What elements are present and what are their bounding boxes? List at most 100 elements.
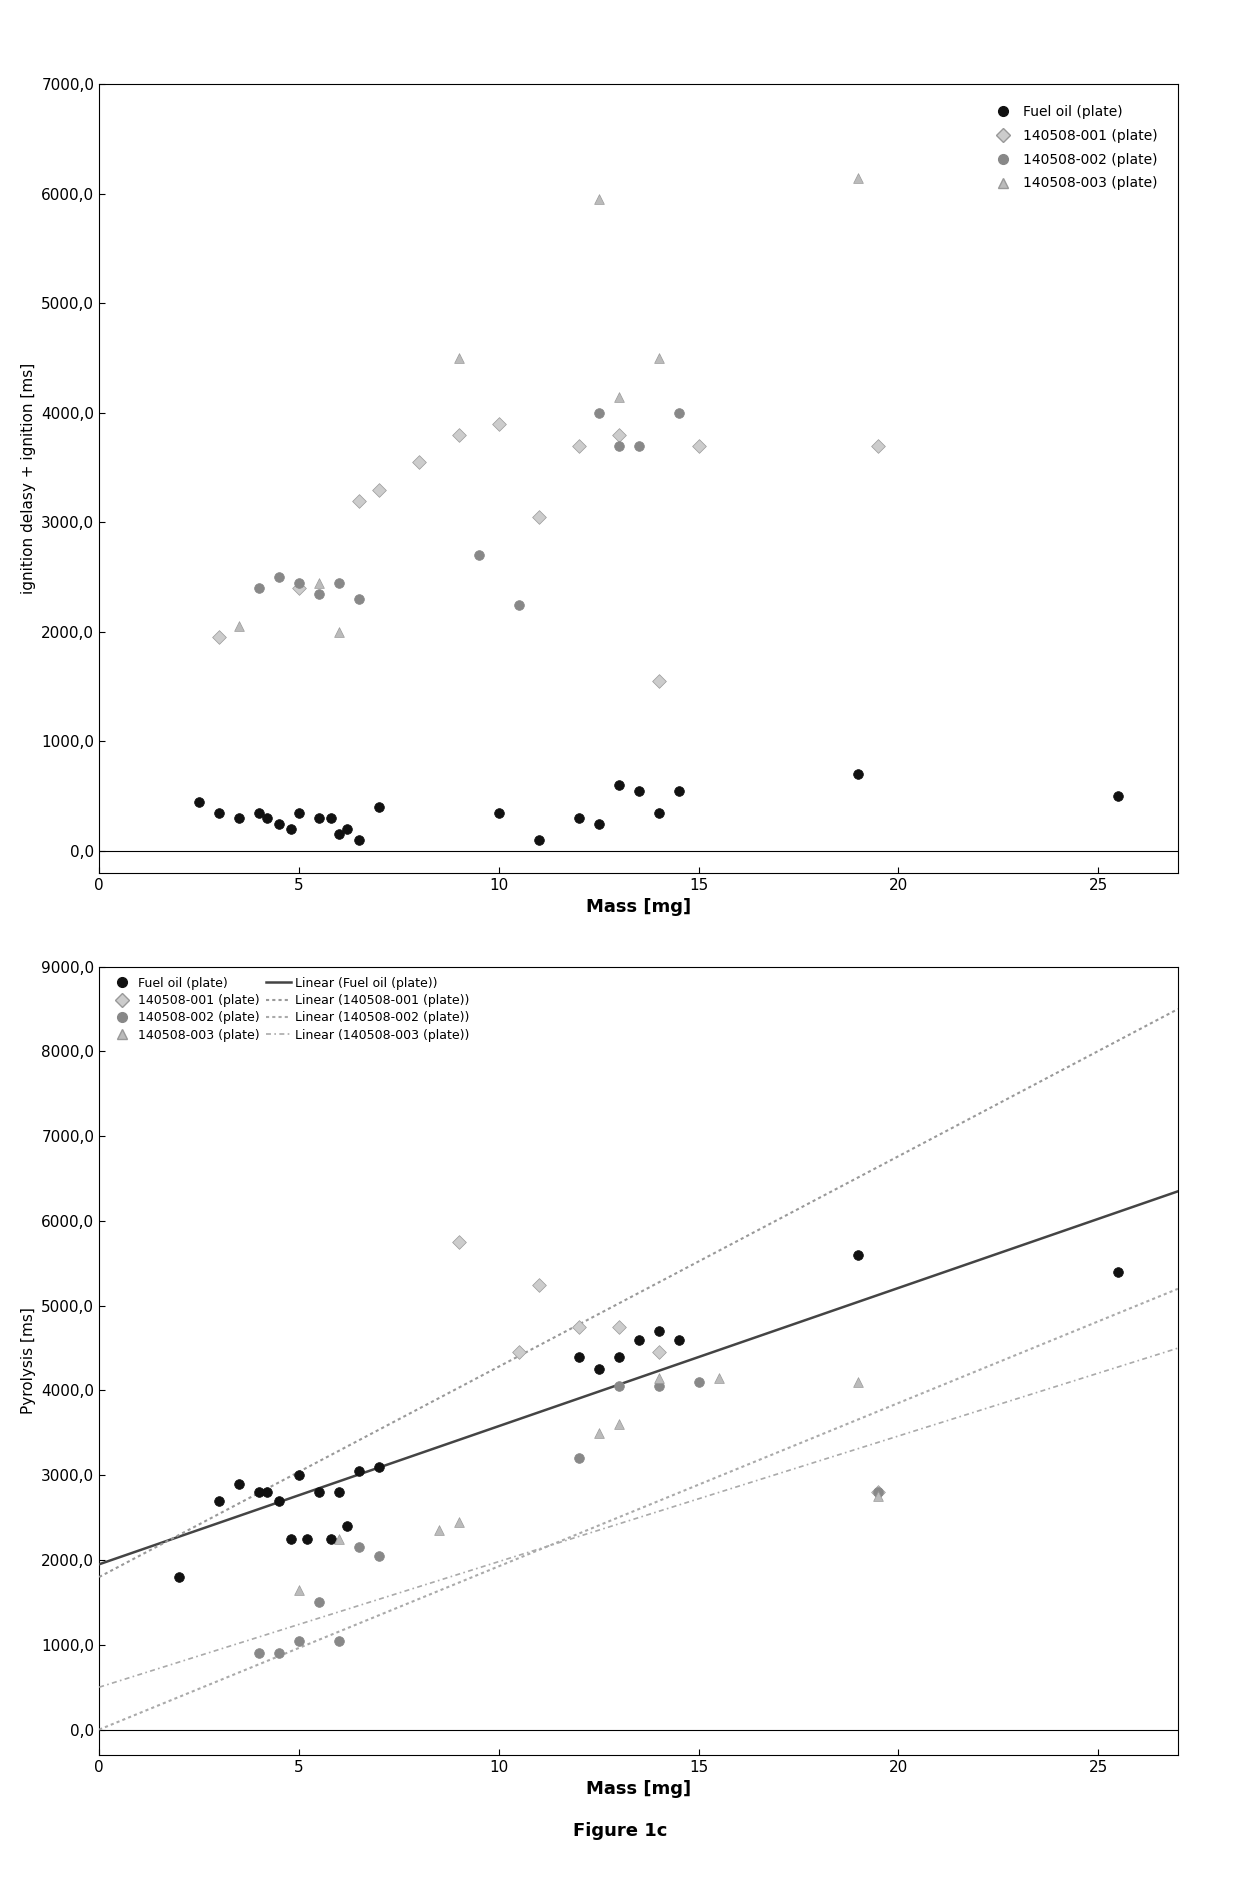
Point	[449, 343, 469, 374]
Point	[370, 1541, 389, 1571]
Point	[589, 1355, 609, 1385]
Point	[1109, 781, 1128, 811]
X-axis label: Mass [mg]: Mass [mg]	[587, 899, 691, 916]
Y-axis label: ignition delasy + ignition [ms]: ignition delasy + ignition [ms]	[21, 362, 36, 595]
Point	[569, 432, 589, 462]
Point	[528, 824, 548, 854]
Point	[348, 486, 368, 516]
Point	[210, 623, 229, 653]
Point	[337, 815, 357, 845]
Point	[269, 561, 289, 591]
Point	[210, 1487, 229, 1517]
Point	[321, 803, 341, 833]
Point	[848, 1241, 868, 1271]
Text: Figure 1c: Figure 1c	[573, 1823, 667, 1839]
Point	[309, 578, 329, 608]
Point	[289, 798, 309, 828]
Point	[348, 1457, 368, 1487]
Point	[249, 572, 269, 603]
Point	[649, 1336, 668, 1366]
Point	[289, 1575, 309, 1605]
Point	[589, 398, 609, 428]
Point	[329, 618, 348, 648]
Point	[370, 475, 389, 505]
Point	[337, 1511, 357, 1541]
Point	[269, 809, 289, 839]
Point	[329, 820, 348, 850]
Point	[489, 409, 508, 439]
Point	[329, 567, 348, 597]
Point	[609, 420, 629, 450]
Point	[289, 572, 309, 603]
Point	[449, 1507, 469, 1537]
Point	[257, 1477, 277, 1507]
Point	[649, 343, 668, 374]
Point	[329, 1477, 348, 1507]
Point	[688, 1366, 708, 1396]
Point	[229, 1468, 249, 1498]
Point	[229, 803, 249, 833]
Point	[609, 381, 629, 411]
Point	[321, 1524, 341, 1554]
Point	[508, 1336, 528, 1366]
Point	[329, 1524, 348, 1554]
Point	[629, 1325, 649, 1355]
Point	[269, 1639, 289, 1669]
Point	[370, 1451, 389, 1481]
Point	[668, 775, 688, 805]
Point	[508, 589, 528, 619]
Point	[281, 815, 301, 845]
Point	[649, 1372, 668, 1402]
Point	[868, 1477, 888, 1507]
Point	[688, 432, 708, 462]
Point	[249, 798, 269, 828]
Point	[348, 824, 368, 854]
Point	[649, 1316, 668, 1346]
Point	[589, 184, 609, 214]
Point	[649, 1363, 668, 1393]
Point	[249, 1477, 269, 1507]
Point	[309, 1588, 329, 1618]
Point	[269, 1487, 289, 1517]
Point	[309, 567, 329, 597]
Point	[429, 1515, 449, 1545]
Point	[449, 420, 469, 450]
Point	[329, 1625, 348, 1656]
Point	[609, 770, 629, 800]
Point	[589, 1417, 609, 1447]
Legend: Fuel oil (plate), 140508-001 (plate), 140508-002 (plate), 140508-003 (plate): Fuel oil (plate), 140508-001 (plate), 14…	[982, 98, 1164, 197]
Point	[868, 1477, 888, 1507]
Point	[489, 798, 508, 828]
Point	[848, 163, 868, 193]
Point	[589, 809, 609, 839]
Point	[1109, 1258, 1128, 1288]
Point	[609, 1342, 629, 1372]
Point	[629, 775, 649, 805]
Point	[229, 612, 249, 642]
Point	[249, 1639, 269, 1669]
Point	[257, 803, 277, 833]
Y-axis label: Pyrolysis [ms]: Pyrolysis [ms]	[21, 1308, 36, 1413]
Point	[348, 584, 368, 614]
Legend: Fuel oil (plate), 140508-001 (plate), 140508-002 (plate), 140508-003 (plate), Li: Fuel oil (plate), 140508-001 (plate), 14…	[105, 972, 472, 1045]
Point	[609, 1312, 629, 1342]
Point	[309, 803, 329, 833]
Point	[289, 1625, 309, 1656]
Point	[609, 432, 629, 462]
Point	[528, 501, 548, 531]
Point	[289, 1460, 309, 1490]
Point	[848, 758, 868, 788]
Point	[469, 541, 489, 571]
Point	[309, 1477, 329, 1507]
Point	[629, 432, 649, 462]
Point	[298, 1524, 317, 1554]
Point	[370, 792, 389, 822]
Point	[868, 1481, 888, 1511]
Point	[528, 1269, 548, 1299]
Point	[449, 1228, 469, 1258]
Point	[289, 567, 309, 597]
Point	[169, 1562, 188, 1592]
Point	[210, 798, 229, 828]
Point	[190, 786, 210, 816]
Point	[569, 803, 589, 833]
